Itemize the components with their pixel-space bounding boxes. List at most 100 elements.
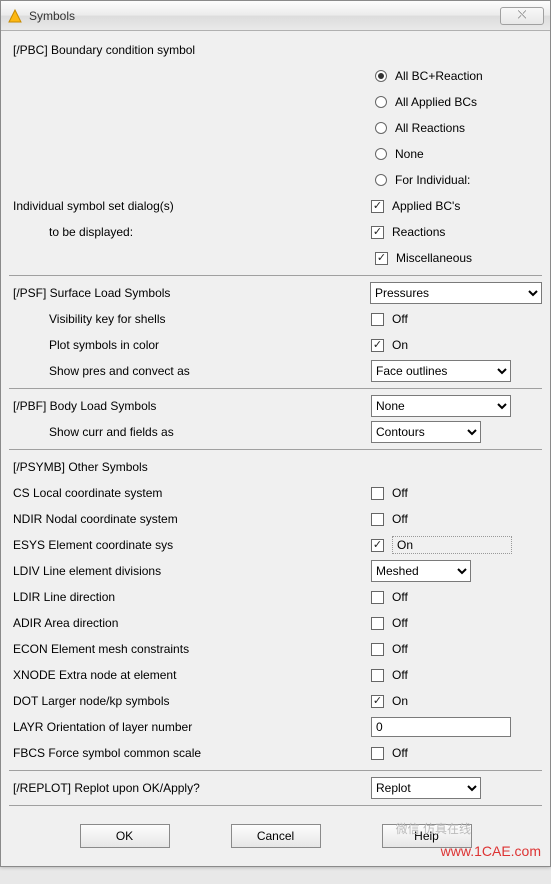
- psymb-layr-input[interactable]: [371, 717, 511, 737]
- titlebar: Symbols ⤬: [1, 1, 550, 31]
- checkbox-icon[interactable]: [371, 226, 384, 239]
- checkbox-icon[interactable]: [371, 591, 384, 604]
- psymb-esys-row: ESYS Element coordinate sys On: [9, 532, 542, 558]
- separator: [9, 805, 542, 806]
- checkbox-icon[interactable]: [371, 339, 384, 352]
- checkbox-icon[interactable]: [371, 643, 384, 656]
- individual-heading-row: Individual symbol set dialog(s) Applied …: [9, 193, 542, 219]
- psymb-cs-label: CS Local coordinate system: [9, 486, 371, 500]
- check-label: Applied BC's: [392, 199, 460, 213]
- psf-plotcolor-check[interactable]: On: [371, 338, 542, 352]
- radio-icon[interactable]: [375, 148, 387, 160]
- replot-heading: [/REPLOT] Replot upon OK/Apply?: [9, 781, 371, 795]
- check-text: Off: [392, 616, 408, 630]
- dialog-content: [/PBC] Boundary condition symbol All BC+…: [1, 31, 550, 866]
- psf-dropdown[interactable]: Pressures: [370, 282, 542, 304]
- psymb-xnode-row: XNODE Extra node at element Off: [9, 662, 542, 688]
- psymb-ldir-check[interactable]: Off: [371, 590, 542, 604]
- radio-icon[interactable]: [375, 122, 387, 134]
- checkbox-icon[interactable]: [371, 539, 384, 552]
- psymb-ldir-row: LDIR Line direction Off: [9, 584, 542, 610]
- psymb-ndir-row: NDIR Nodal coordinate system Off: [9, 506, 542, 532]
- psf-visibility-check[interactable]: Off: [371, 312, 542, 326]
- psf-visibility-row: Visibility key for shells Off: [9, 306, 542, 332]
- psymb-xnode-label: XNODE Extra node at element: [9, 668, 371, 682]
- checkbox-icon[interactable]: [371, 313, 384, 326]
- psf-plotcolor-label: Plot symbols in color: [9, 338, 371, 352]
- check-text: Off: [392, 312, 408, 326]
- check-miscellaneous[interactable]: Miscellaneous: [9, 245, 542, 271]
- check-text: Off: [392, 512, 408, 526]
- cancel-button[interactable]: Cancel: [231, 824, 321, 848]
- checkbox-icon[interactable]: [371, 669, 384, 682]
- watermark-text-2: www.1CAE.com: [441, 843, 541, 859]
- check-text: Off: [392, 590, 408, 604]
- psf-visibility-label: Visibility key for shells: [9, 312, 371, 326]
- check-text: On: [392, 338, 408, 352]
- psymb-ldiv-label: LDIV Line element divisions: [9, 564, 371, 578]
- pbf-showcurr-dropdown[interactable]: Contours: [371, 421, 481, 443]
- psf-heading-row: [/PSF] Surface Load Symbols Pressures: [9, 280, 542, 306]
- psymb-cs-row: CS Local coordinate system Off: [9, 480, 542, 506]
- psymb-fbcs-check[interactable]: Off: [371, 746, 542, 760]
- checkbox-icon[interactable]: [371, 513, 384, 526]
- to-be-displayed-row: to be displayed: Reactions: [9, 219, 542, 245]
- psymb-heading: [/PSYMB] Other Symbols: [9, 460, 371, 474]
- psymb-esys-label: ESYS Element coordinate sys: [9, 538, 371, 552]
- checkbox-icon[interactable]: [371, 695, 384, 708]
- psymb-layr-row: LAYR Orientation of layer number: [9, 714, 542, 740]
- psymb-adir-check[interactable]: Off: [371, 616, 542, 630]
- watermark-text-1: 微信 仿真在线: [396, 820, 471, 837]
- check-applied-bcs[interactable]: Applied BC's: [371, 199, 542, 213]
- pbc-heading: [/PBC] Boundary condition symbol: [9, 43, 371, 57]
- radio-label: All BC+Reaction: [395, 69, 483, 83]
- psymb-dot-check[interactable]: On: [371, 694, 542, 708]
- radio-all-applied-bcs[interactable]: All Applied BCs: [9, 89, 542, 115]
- radio-all-bc-reaction[interactable]: All BC+Reaction: [9, 63, 542, 89]
- pbf-heading: [/PBF] Body Load Symbols: [9, 399, 371, 413]
- radio-label: All Applied BCs: [395, 95, 477, 109]
- pbc-heading-row: [/PBC] Boundary condition symbol: [9, 37, 542, 63]
- psymb-xnode-check[interactable]: Off: [371, 668, 542, 682]
- checkbox-icon[interactable]: [371, 200, 384, 213]
- radio-all-reactions[interactable]: All Reactions: [9, 115, 542, 141]
- replot-dropdown[interactable]: Replot: [371, 777, 481, 799]
- separator: [9, 449, 542, 450]
- ok-button[interactable]: OK: [80, 824, 170, 848]
- close-button[interactable]: ⤬: [500, 7, 544, 25]
- check-reactions[interactable]: Reactions: [371, 225, 542, 239]
- psymb-heading-row: [/PSYMB] Other Symbols: [9, 454, 542, 480]
- radio-icon[interactable]: [375, 96, 387, 108]
- separator: [9, 770, 542, 771]
- pbf-dropdown[interactable]: None: [371, 395, 511, 417]
- psymb-esys-check[interactable]: On: [371, 536, 542, 554]
- pbf-heading-row: [/PBF] Body Load Symbols None: [9, 393, 542, 419]
- radio-for-individual[interactable]: For Individual:: [9, 167, 542, 193]
- check-label: Reactions: [392, 225, 445, 239]
- radio-label: For Individual:: [395, 173, 470, 187]
- radio-icon[interactable]: [375, 70, 387, 82]
- checkbox-icon[interactable]: [371, 487, 384, 500]
- separator: [9, 388, 542, 389]
- psf-showpres-dropdown[interactable]: Face outlines: [371, 360, 511, 382]
- check-text: On: [392, 694, 408, 708]
- radio-label: All Reactions: [395, 121, 465, 135]
- psf-showpres-row: Show pres and convect as Face outlines: [9, 358, 542, 384]
- pbf-showcurr-row: Show curr and fields as Contours: [9, 419, 542, 445]
- checkbox-icon[interactable]: [375, 252, 388, 265]
- radio-icon[interactable]: [375, 174, 387, 186]
- psymb-adir-row: ADIR Area direction Off: [9, 610, 542, 636]
- radio-none[interactable]: None: [9, 141, 542, 167]
- psymb-ndir-check[interactable]: Off: [371, 512, 542, 526]
- checkbox-icon[interactable]: [371, 747, 384, 760]
- checkbox-icon[interactable]: [371, 617, 384, 630]
- psf-showpres-label: Show pres and convect as: [9, 364, 371, 378]
- psymb-layr-label: LAYR Orientation of layer number: [9, 720, 371, 734]
- psymb-econ-check[interactable]: Off: [371, 642, 542, 656]
- psymb-ldiv-row: LDIV Line element divisions Meshed: [9, 558, 542, 584]
- psymb-econ-label: ECON Element mesh constraints: [9, 642, 371, 656]
- psymb-cs-check[interactable]: Off: [371, 486, 542, 500]
- separator: [9, 275, 542, 276]
- radio-label: None: [395, 147, 424, 161]
- psymb-ldiv-dropdown[interactable]: Meshed: [371, 560, 471, 582]
